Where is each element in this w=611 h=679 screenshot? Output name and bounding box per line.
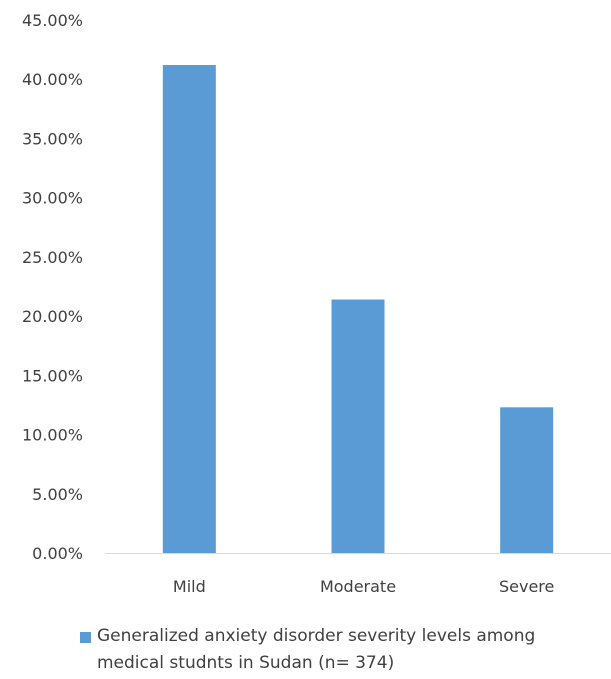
y-tick-label: 20.00% [22,307,83,326]
y-tick-label: 15.00% [22,366,83,385]
bar-mild [162,65,216,554]
bar-moderate [331,299,385,553]
y-tick-label: 40.00% [22,70,83,89]
y-axis: 0.00% 5.00% 10.00% 15.00% 20.00% 25.00% 30.00%… [22,11,83,563]
y-tick-label: 30.00% [22,189,83,208]
x-tick-label: Mild [173,577,206,596]
x-tick-label: Severe [499,577,554,596]
bar-severe [500,407,554,553]
legend-label: Generalized anxiety disorder severity le… [97,626,536,673]
y-tick-label: 0.00% [32,544,83,563]
legend: Generalized anxiety disorder severity le… [80,623,590,677]
x-tick-label: Moderate [320,577,396,596]
y-tick-label: 45.00% [22,11,83,30]
x-axis: Mild Moderate Severe [173,577,554,596]
y-tick-label: 10.00% [22,426,83,445]
y-tick-label: 25.00% [22,248,83,267]
bars [162,65,554,554]
y-tick-label: 5.00% [32,485,83,504]
bar-chart: 0.00% 5.00% 10.00% 15.00% 20.00% 25.00% 30.00%… [22,11,611,596]
legend-swatch [80,632,91,643]
y-tick-label: 35.00% [22,129,83,148]
